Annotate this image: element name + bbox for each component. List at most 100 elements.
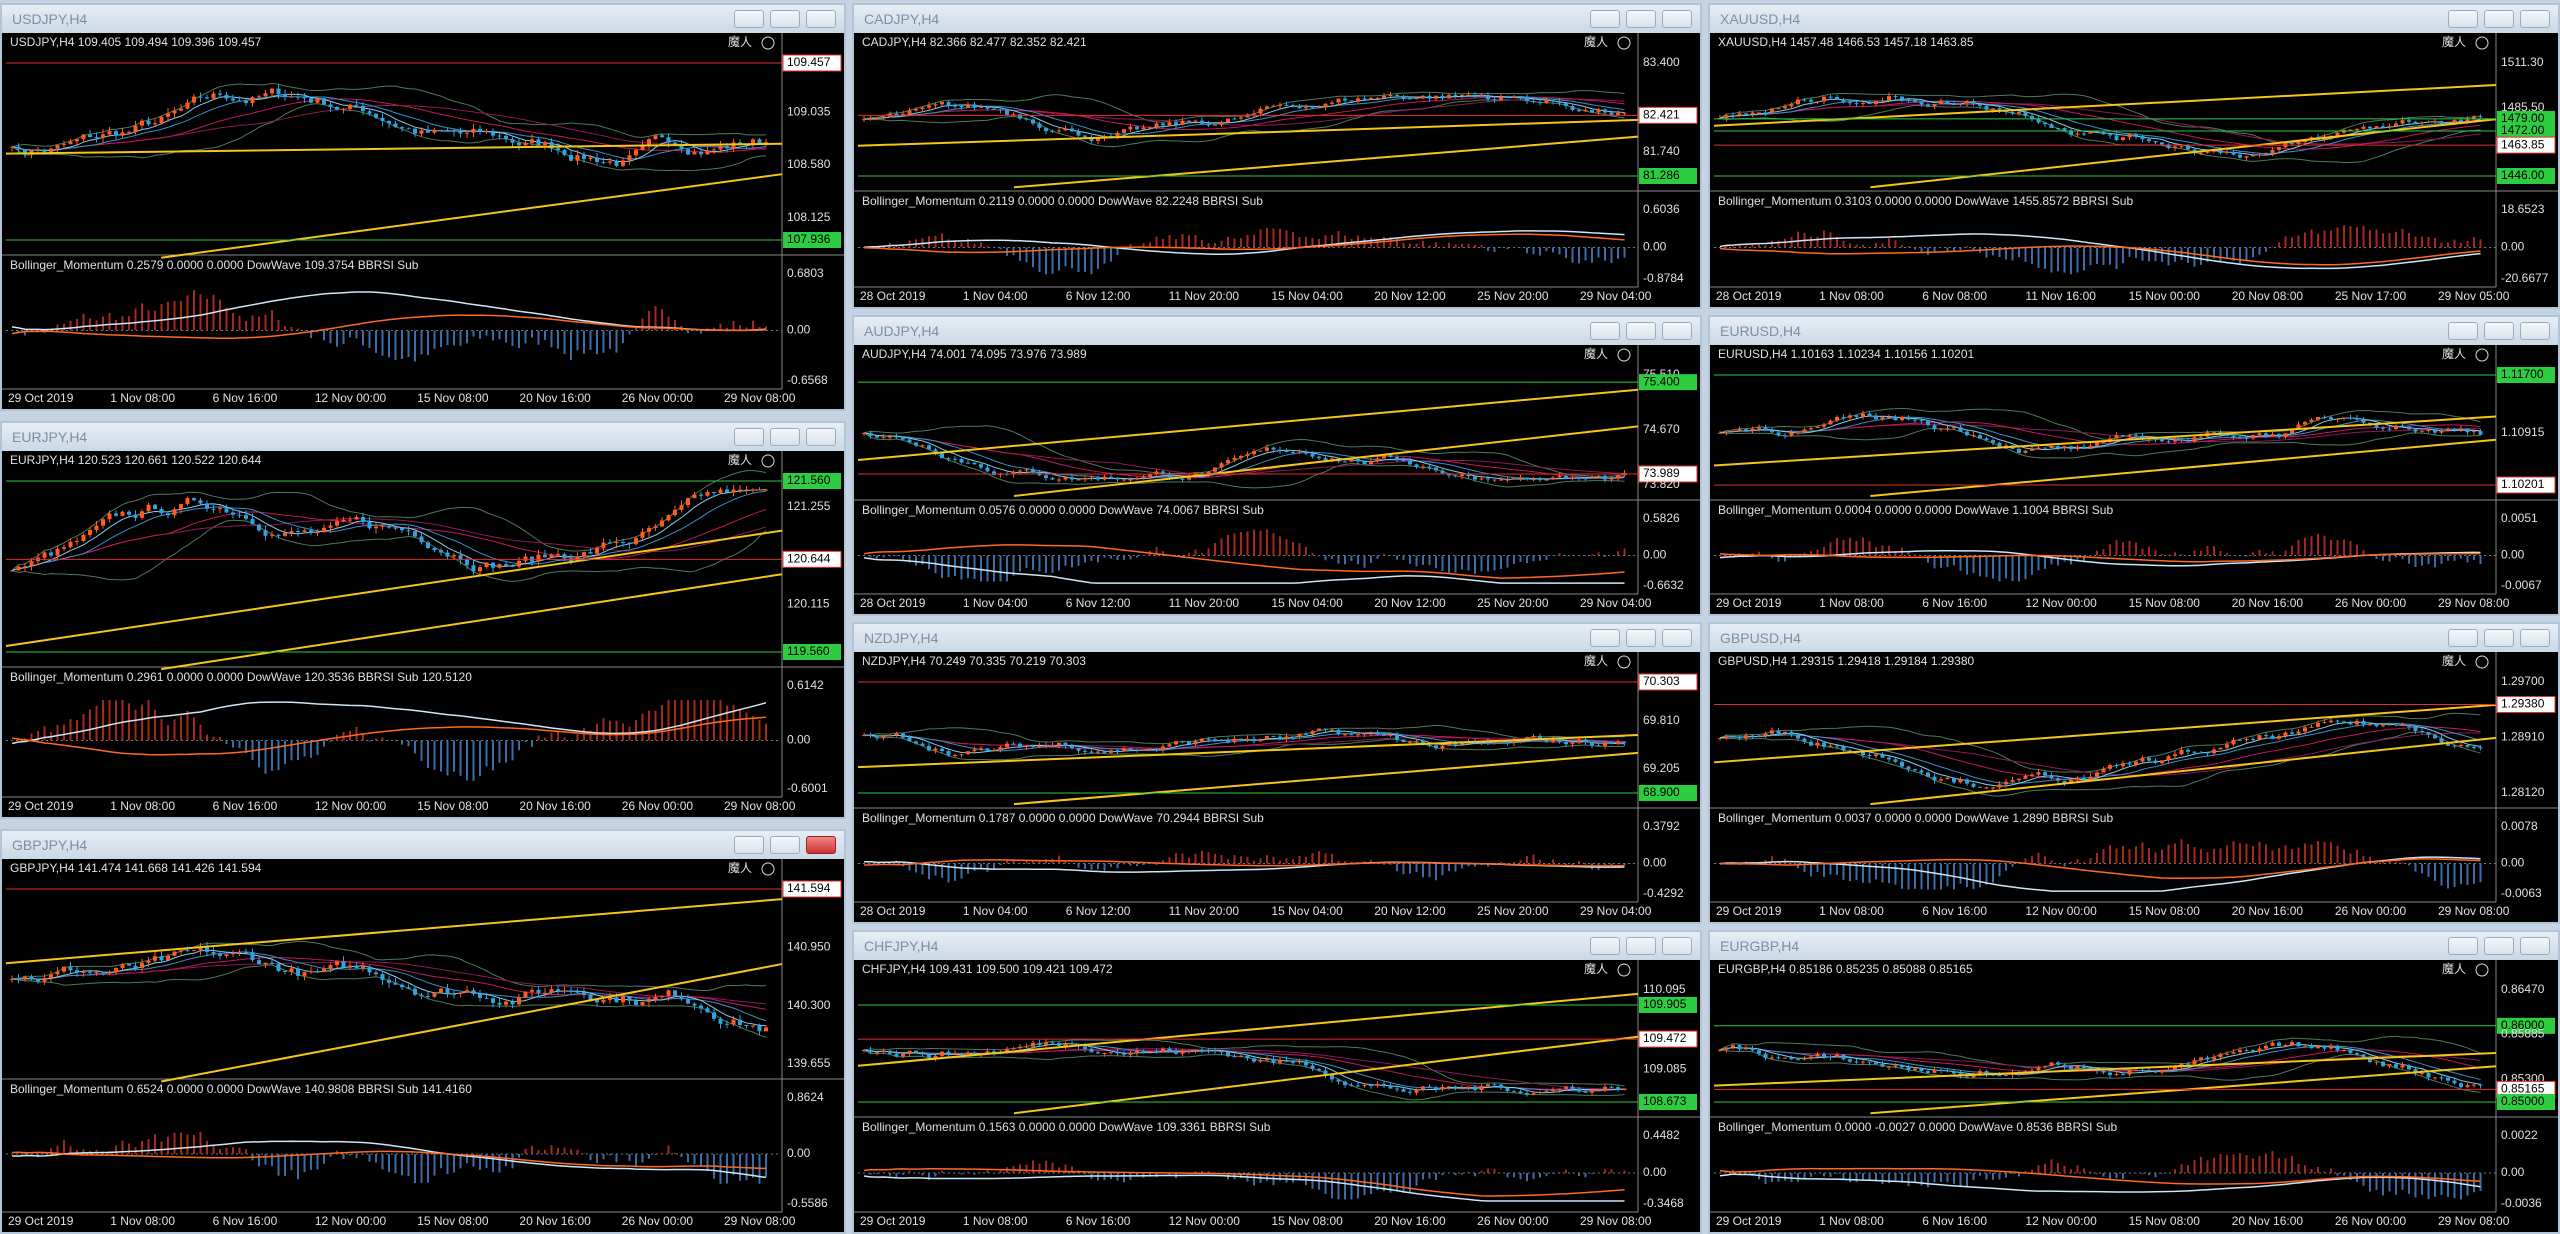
- candle-body: [2069, 130, 2073, 135]
- candle-body: [1050, 478, 1055, 480]
- candle-body: [328, 104, 333, 107]
- minimize-button[interactable]: [1590, 322, 1620, 340]
- candle-body: [1525, 477, 1529, 480]
- close-button[interactable]: [806, 428, 836, 446]
- candle-body: [2088, 445, 2093, 449]
- symbol-info: AUDJPY,H4 74.001 74.095 73.976 73.989: [862, 347, 1087, 361]
- close-button[interactable]: [1662, 937, 1692, 955]
- candle-body: [491, 998, 495, 1003]
- minimize-button[interactable]: [1590, 10, 1620, 28]
- candle-body: [1063, 742, 1068, 747]
- candle-body: [166, 113, 170, 117]
- minimize-button[interactable]: [1590, 937, 1620, 955]
- candle-body: [2348, 722, 2353, 725]
- candle-body: [1226, 118, 1230, 123]
- candle-body: [1304, 733, 1308, 735]
- candle-body: [2095, 772, 2099, 777]
- candle-body: [2322, 722, 2327, 724]
- candle-body: [1076, 748, 1081, 751]
- maximize-button[interactable]: [2484, 322, 2514, 340]
- candle-body: [679, 505, 684, 510]
- minimize-button[interactable]: [2448, 937, 2478, 955]
- close-button[interactable]: [1662, 322, 1692, 340]
- chart-canvas: EURJPY,H4 120.523 120.661 120.522 120.64…: [2, 451, 844, 813]
- close-button[interactable]: [806, 836, 836, 854]
- candle-body: [1135, 749, 1139, 751]
- maximize-button[interactable]: [2484, 10, 2514, 28]
- candle-body: [1382, 455, 1386, 459]
- maximize-button[interactable]: [1626, 937, 1656, 955]
- candle-body: [2108, 764, 2112, 769]
- minimize-button[interactable]: [2448, 10, 2478, 28]
- candle-body: [140, 511, 144, 518]
- maximize-button[interactable]: [2484, 937, 2514, 955]
- candle-body: [315, 98, 320, 103]
- candle-body: [959, 459, 964, 463]
- minimize-button[interactable]: [734, 836, 764, 854]
- candle-body: [62, 144, 66, 146]
- maximize-button[interactable]: [770, 428, 800, 446]
- candle-body: [1570, 477, 1575, 479]
- candle-body: [1453, 475, 1458, 477]
- candle-body: [2465, 119, 2470, 122]
- candle-body: [244, 515, 248, 519]
- minimize-button[interactable]: [2448, 322, 2478, 340]
- time-label: 20 Nov 16:00: [2232, 1214, 2304, 1228]
- minimize-button[interactable]: [734, 10, 764, 28]
- close-button[interactable]: [806, 10, 836, 28]
- candle-body: [894, 436, 899, 438]
- candle-body: [146, 960, 151, 963]
- close-button[interactable]: [2520, 10, 2550, 28]
- close-button[interactable]: [2520, 322, 2550, 340]
- candle-body: [1718, 737, 1722, 739]
- candle-body: [1828, 1056, 1833, 1058]
- maximize-button[interactable]: [1626, 629, 1656, 647]
- candle-body: [1128, 479, 1133, 481]
- close-button[interactable]: [1662, 10, 1692, 28]
- candle-body: [614, 542, 619, 544]
- candle-body: [1005, 110, 1009, 115]
- candle-body: [1219, 463, 1224, 468]
- candle-body: [1789, 432, 1794, 436]
- candle-body: [1252, 1058, 1256, 1062]
- candle-body: [1291, 1061, 1295, 1063]
- close-button[interactable]: [1662, 629, 1692, 647]
- time-label: 1 Nov 08:00: [1819, 596, 1884, 610]
- candle-body: [1421, 740, 1425, 746]
- sub-level-label: -0.6568: [787, 373, 828, 387]
- candle-body: [2043, 122, 2047, 125]
- expert-badge: 魔人: [2442, 653, 2466, 668]
- minimize-button[interactable]: [734, 428, 764, 446]
- candle-body: [2127, 1070, 2132, 1075]
- maximize-button[interactable]: [770, 836, 800, 854]
- price-label: 120.644: [787, 551, 831, 565]
- candle-body: [367, 522, 372, 529]
- candle-body: [1557, 101, 1562, 104]
- close-button[interactable]: [2520, 629, 2550, 647]
- candle-body: [205, 946, 209, 953]
- maximize-button[interactable]: [2484, 629, 2514, 647]
- close-button[interactable]: [2520, 937, 2550, 955]
- candle-body: [1939, 779, 1943, 781]
- candle-body: [1375, 97, 1380, 99]
- candle-body: [263, 93, 268, 97]
- maximize-button[interactable]: [770, 10, 800, 28]
- candle-body: [1258, 738, 1263, 742]
- maximize-button[interactable]: [1626, 10, 1656, 28]
- maximize-button[interactable]: [1626, 322, 1656, 340]
- minimize-button[interactable]: [2448, 629, 2478, 647]
- candle-body: [1603, 109, 1607, 113]
- candle-body: [1291, 736, 1295, 738]
- minimize-button[interactable]: [1590, 629, 1620, 647]
- expert-icon: [761, 36, 775, 50]
- time-label: 25 Nov 20:00: [1477, 289, 1549, 303]
- candle-body: [1861, 103, 1865, 105]
- candle-body: [153, 123, 157, 125]
- time-label: 29 Oct 2019: [1716, 904, 1782, 918]
- expert-badge: 魔人: [1584, 653, 1608, 668]
- moving-average: [1719, 99, 2481, 155]
- candle-body: [2101, 1070, 2106, 1073]
- candle-body: [296, 968, 300, 976]
- candle-body: [335, 106, 339, 110]
- candle-body: [1304, 452, 1308, 454]
